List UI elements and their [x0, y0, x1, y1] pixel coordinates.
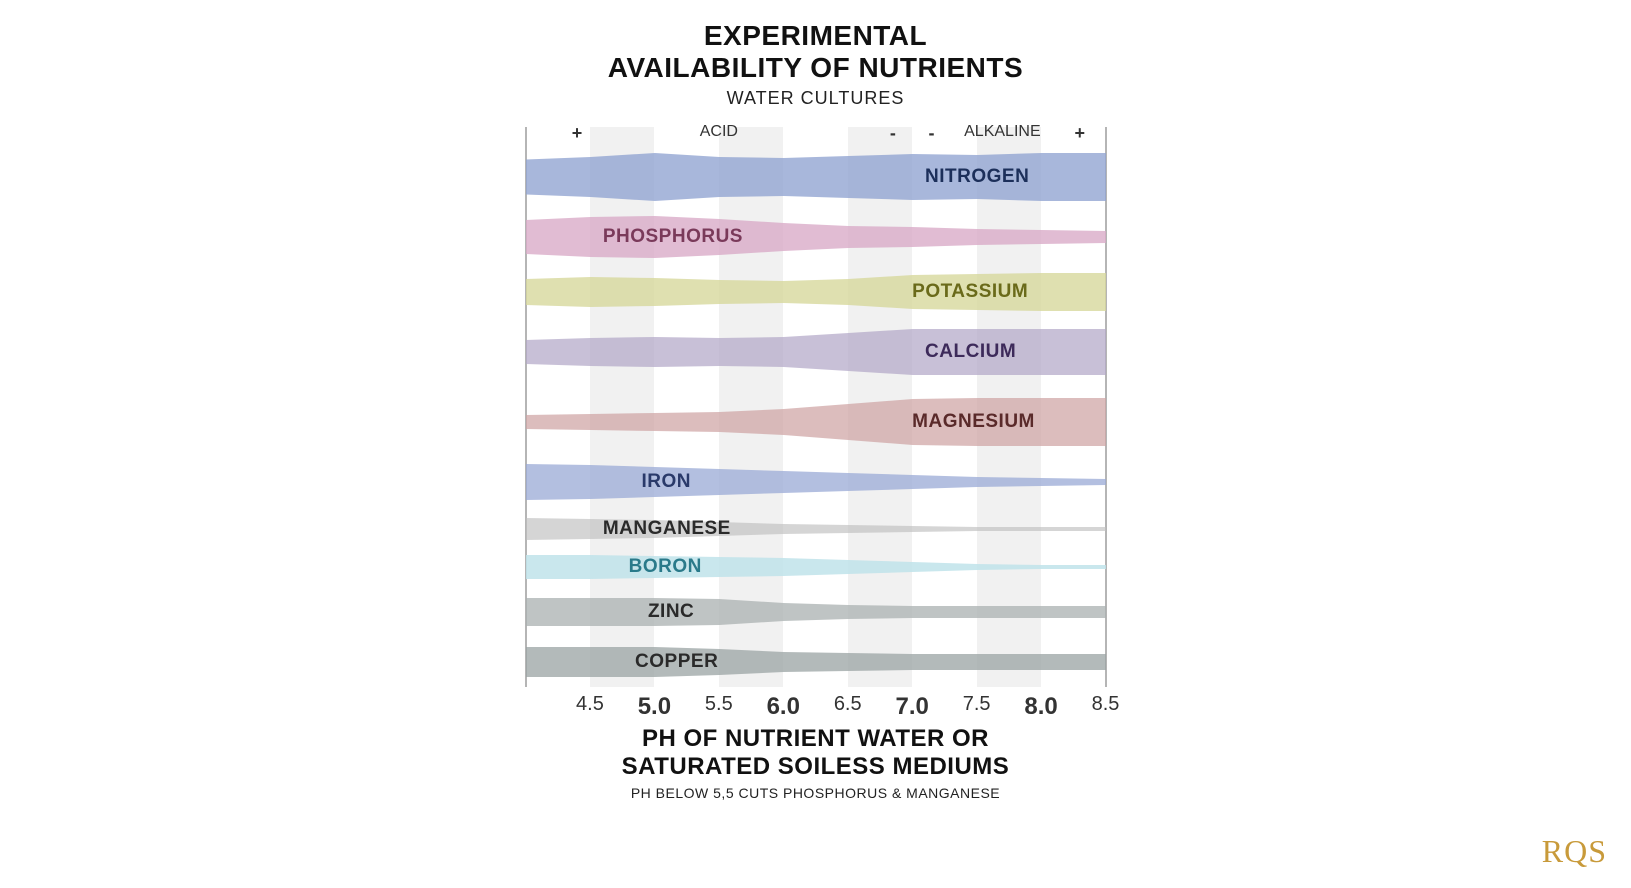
x-axis-title-line1: PH OF NUTRIENT WATER OR	[496, 725, 1136, 753]
brand-logo: RQS	[1542, 833, 1607, 870]
nutrient-label-iron: IRON	[642, 471, 692, 493]
nutrient-availability-chart: +ACID--ALKALINE+NITROGENPHOSPHORUSPOTASS…	[526, 127, 1106, 687]
x-tick: 7.0	[895, 693, 928, 721]
x-tick: 5.5	[705, 693, 733, 716]
nutrient-band-boron	[526, 555, 1106, 579]
nutrient-label-copper: COPPER	[635, 651, 718, 673]
nutrient-label-boron: BORON	[629, 556, 702, 578]
x-tick: 5.0	[638, 693, 671, 721]
nutrient-band-iron	[526, 464, 1106, 500]
nutrient-bands-svg	[526, 127, 1106, 687]
x-tick: 6.5	[834, 693, 862, 716]
nutrient-label-nitrogen: NITROGEN	[925, 166, 1029, 188]
title-line2: AVAILABILITY OF NUTRIENTS	[496, 52, 1136, 84]
nutrient-band-calcium	[526, 329, 1106, 375]
nutrient-label-calcium: CALCIUM	[925, 341, 1016, 363]
title-line1: EXPERIMENTAL	[496, 20, 1136, 52]
nutrient-label-potassium: POTASSIUM	[912, 281, 1028, 303]
nutrient-label-phosphorus: PHOSPHORUS	[603, 226, 743, 248]
x-axis: 4.55.05.56.06.57.07.58.08.5	[526, 693, 1106, 725]
x-axis-note: PH BELOW 5,5 CUTS PHOSPHORUS & MANGANESE	[496, 785, 1136, 801]
nutrient-label-manganese: MANGANESE	[603, 518, 731, 540]
x-tick: 8.0	[1024, 693, 1057, 721]
x-tick: 6.0	[767, 693, 800, 721]
x-axis-title-line2: SATURATED SOILESS MEDIUMS	[496, 753, 1136, 781]
x-tick: 7.5	[963, 693, 991, 716]
chart-container: EXPERIMENTAL AVAILABILITY OF NUTRIENTS W…	[496, 20, 1136, 801]
subtitle: WATER CULTURES	[496, 88, 1136, 109]
nutrient-band-copper	[526, 647, 1106, 677]
x-tick: 4.5	[576, 693, 604, 716]
x-tick: 8.5	[1092, 693, 1120, 716]
nutrient-label-zinc: ZINC	[648, 601, 694, 623]
nutrient-label-magnesium: MAGNESIUM	[912, 411, 1035, 433]
nutrient-band-zinc	[526, 598, 1106, 626]
